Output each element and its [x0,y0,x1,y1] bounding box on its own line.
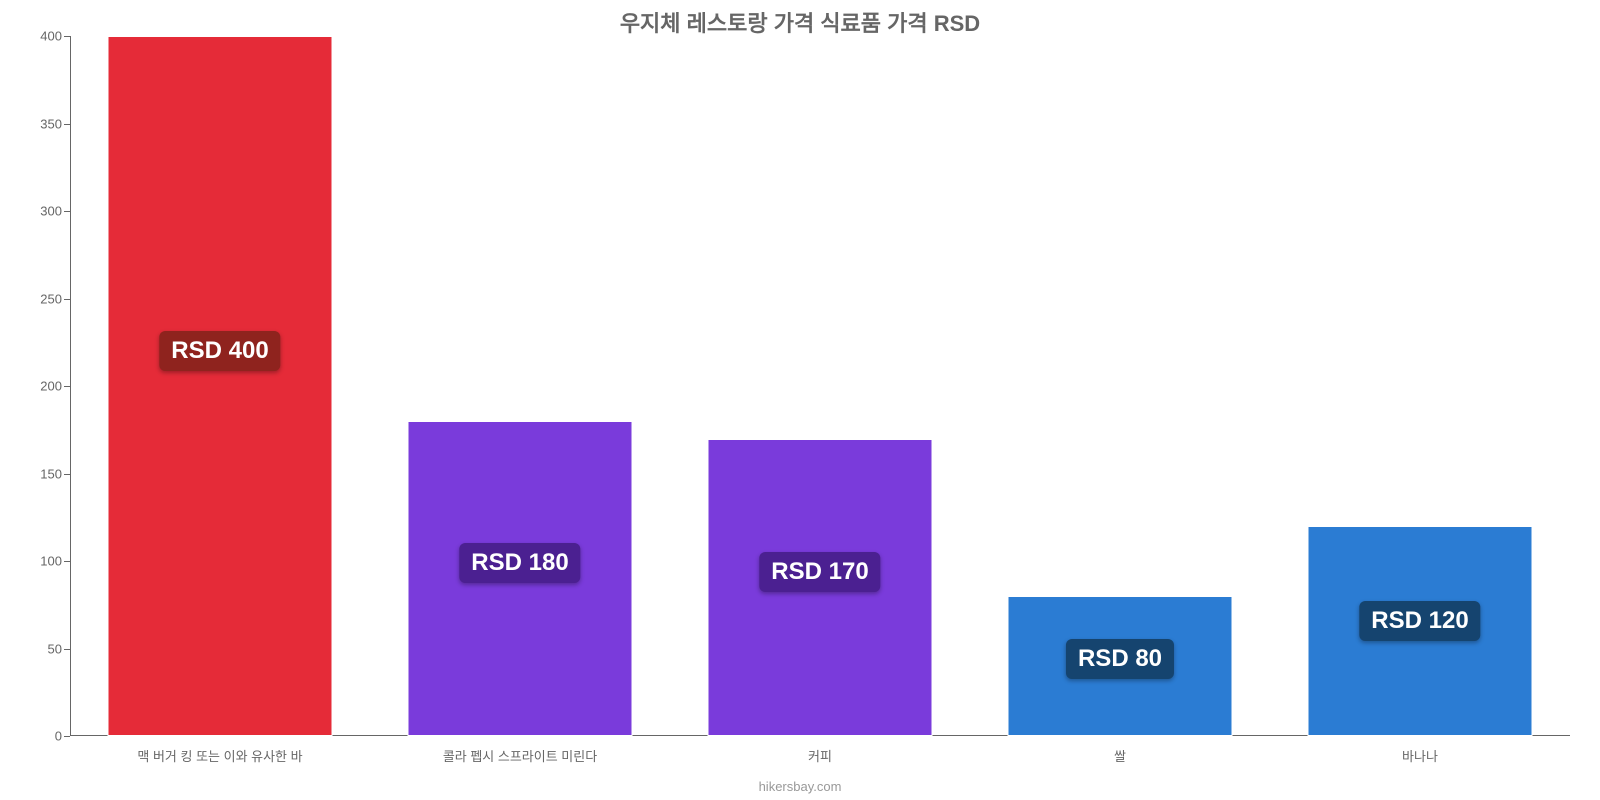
bars-container: RSD 400맥 버거 킹 또는 이와 유사한 바RSD 180콜라 펩시 스프… [70,36,1570,736]
y-tick-mark [64,299,70,300]
y-tick-label: 200 [40,379,62,394]
value-badge: RSD 170 [759,552,880,592]
y-tick-label: 400 [40,29,62,44]
y-tick-mark [64,386,70,387]
value-badge: RSD 120 [1359,601,1480,641]
chart-area: RSD 400맥 버거 킹 또는 이와 유사한 바RSD 180콜라 펩시 스프… [70,36,1570,736]
y-tick-label: 250 [40,291,62,306]
x-category-label: 맥 버거 킹 또는 이와 유사한 바 [137,746,302,765]
y-tick-mark [64,474,70,475]
chart-title: 우지체 레스토랑 가격 식료품 가격 RSD [0,0,1600,38]
y-tick-mark [64,124,70,125]
bar-slot: RSD 120바나나 [1270,36,1570,736]
y-tick-mark [64,649,70,650]
y-tick-mark [64,736,70,737]
y-tick-label: 150 [40,466,62,481]
x-category-label: 콜라 펩시 스프라이트 미린다 [443,746,597,765]
bar-slot: RSD 170커피 [670,36,970,736]
value-badge: RSD 80 [1066,639,1174,679]
y-tick-label: 100 [40,554,62,569]
y-tick-label: 50 [48,641,62,656]
bar [108,36,333,736]
bar-slot: RSD 80쌀 [970,36,1270,736]
x-category-label: 커피 [808,746,832,765]
value-badge: RSD 400 [159,331,280,371]
y-tick-label: 350 [40,116,62,131]
bar-slot: RSD 400맥 버거 킹 또는 이와 유사한 바 [70,36,370,736]
y-tick-label: 0 [55,729,62,744]
y-tick-mark [64,211,70,212]
y-tick-mark [64,561,70,562]
plot-area: RSD 400맥 버거 킹 또는 이와 유사한 바RSD 180콜라 펩시 스프… [70,36,1570,736]
bar-slot: RSD 180콜라 펩시 스프라이트 미린다 [370,36,670,736]
y-tick-mark [64,36,70,37]
x-category-label: 바나나 [1402,746,1438,765]
source-credit: hikersbay.com [0,779,1600,794]
y-tick-label: 300 [40,204,62,219]
x-category-label: 쌀 [1114,746,1126,765]
value-badge: RSD 180 [459,543,580,583]
